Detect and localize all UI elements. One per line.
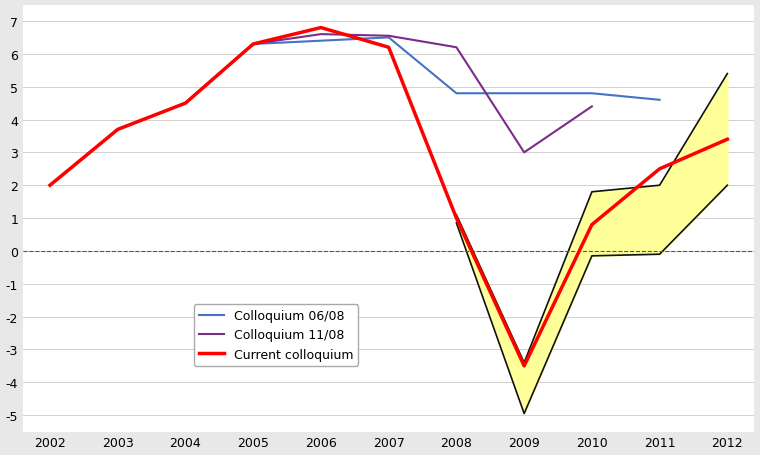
Colloquium 11/08 <box>316 32 325 38</box>
Colloquium 11/08 <box>452 46 461 51</box>
Colloquium 11/08 <box>384 34 393 40</box>
Colloquium 11/08 <box>46 183 55 188</box>
Current colloquium <box>587 222 597 228</box>
Colloquium 06/08 <box>587 91 597 97</box>
Colloquium 11/08 <box>520 150 529 156</box>
Current colloquium <box>723 137 732 143</box>
Current colloquium <box>316 26 325 31</box>
Colloquium 06/08 <box>452 91 461 97</box>
Colloquium 11/08 <box>113 127 122 133</box>
Current colloquium <box>249 42 258 48</box>
Colloquium 06/08 <box>520 91 529 97</box>
Colloquium 06/08 <box>249 42 258 48</box>
Colloquium 06/08 <box>316 39 325 44</box>
Current colloquium <box>452 216 461 221</box>
Line: Colloquium 06/08: Colloquium 06/08 <box>50 38 660 186</box>
Legend: Colloquium 06/08, Colloquium 11/08, Current colloquium: Colloquium 06/08, Colloquium 11/08, Curr… <box>194 304 358 366</box>
Current colloquium <box>655 167 664 172</box>
Colloquium 06/08 <box>384 35 393 41</box>
Colloquium 06/08 <box>46 183 55 188</box>
Current colloquium <box>520 364 529 369</box>
Colloquium 06/08 <box>655 98 664 103</box>
Colloquium 11/08 <box>181 101 190 106</box>
Current colloquium <box>384 46 393 51</box>
Colloquium 11/08 <box>587 104 597 110</box>
Colloquium 06/08 <box>113 127 122 133</box>
Line: Current colloquium: Current colloquium <box>50 29 727 366</box>
Current colloquium <box>113 127 122 133</box>
Colloquium 06/08 <box>181 101 190 106</box>
Current colloquium <box>181 101 190 106</box>
Colloquium 11/08 <box>249 42 258 48</box>
Current colloquium <box>46 183 55 188</box>
Line: Colloquium 11/08: Colloquium 11/08 <box>50 35 592 186</box>
